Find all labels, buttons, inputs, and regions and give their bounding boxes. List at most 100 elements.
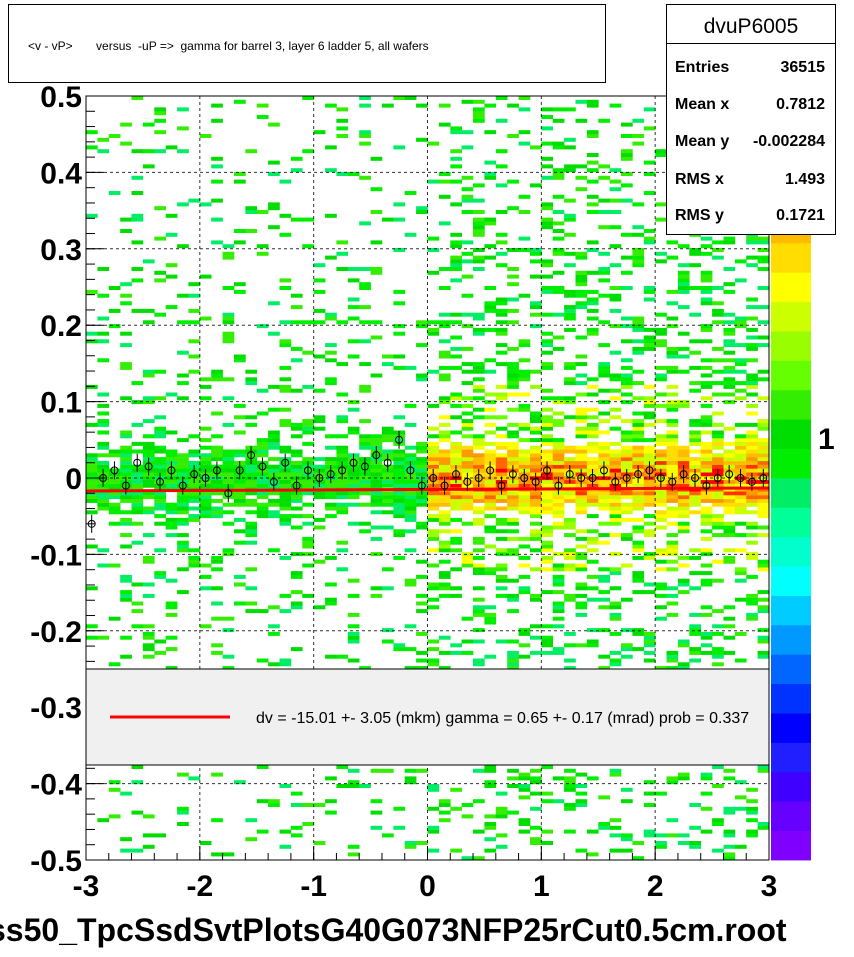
- heatmap-cell: [586, 130, 599, 135]
- heatmap-cell: [677, 666, 690, 671]
- heatmap-cell: [621, 434, 633, 439]
- heatmap-cell: [598, 666, 610, 671]
- profile-point: [429, 474, 438, 482]
- x-tick-label: 1: [533, 870, 550, 903]
- heatmap-cell: [450, 453, 462, 458]
- profile-point: [395, 435, 404, 444]
- heatmap-cell: [370, 434, 383, 439]
- heatmap-cell: [655, 365, 667, 370]
- heatmap-cell: [530, 453, 542, 458]
- heatmap-cell: [712, 411, 724, 416]
- heatmap-cell: [461, 259, 474, 264]
- palette-segment: [771, 389, 811, 420]
- heatmap-cell: [655, 514, 667, 519]
- heatmap-cell: [404, 582, 417, 587]
- heatmap-cell: [165, 263, 178, 268]
- heatmap-cell: [177, 521, 189, 526]
- heatmap-cell: [757, 502, 770, 507]
- heatmap-cell: [336, 419, 349, 424]
- heatmap-cell: [632, 232, 645, 237]
- heatmap-cell: [746, 384, 758, 389]
- heatmap-cell: [643, 339, 656, 344]
- heatmap-cell: [211, 479, 223, 484]
- heatmap-cell: [97, 293, 110, 298]
- heatmap-cell: [586, 464, 599, 469]
- heatmap-cell: [404, 445, 417, 450]
- heatmap-cell: [689, 647, 701, 652]
- heatmap-cell: [518, 392, 531, 397]
- heatmap-cell: [655, 217, 667, 222]
- heatmap-cell: [700, 430, 713, 435]
- heatmap-cell: [359, 305, 371, 310]
- heatmap-cell: [643, 631, 656, 636]
- heatmap-cell: [154, 426, 166, 431]
- heatmap-cell: [689, 498, 701, 503]
- heatmap-cell: [211, 559, 223, 564]
- heatmap-cell: [598, 419, 610, 424]
- heatmap-cell: [438, 377, 451, 382]
- heatmap-cell: [541, 263, 553, 268]
- heatmap-cell: [598, 210, 610, 214]
- heatmap-cell: [416, 377, 428, 382]
- heatmap-cell: [438, 666, 451, 671]
- heatmap-cell: [484, 369, 497, 374]
- heatmap-cell: [757, 286, 770, 290]
- heatmap-cell: [177, 506, 189, 511]
- heatmap-cell: [347, 578, 360, 583]
- heatmap-cell: [336, 483, 349, 488]
- stats-value: 36515: [780, 59, 826, 76]
- heatmap-cell: [165, 449, 178, 454]
- heatmap-cell: [552, 578, 565, 583]
- heatmap-cell: [746, 593, 758, 598]
- heatmap-cell: [313, 841, 326, 845]
- heatmap-cell: [154, 491, 166, 496]
- heatmap-cell: [518, 491, 531, 496]
- heatmap-cell: [666, 552, 679, 557]
- heatmap-cell: [632, 438, 645, 443]
- heatmap-cell: [268, 160, 280, 165]
- heatmap-cell: [177, 548, 189, 553]
- heatmap-cell: [222, 335, 235, 340]
- heatmap-cell: [530, 369, 542, 374]
- heatmap-cell: [177, 498, 189, 503]
- heatmap-cell: [746, 495, 758, 500]
- heatmap-cell: [450, 586, 462, 591]
- heatmap-cell: [734, 806, 747, 811]
- stats-label: Entries: [675, 59, 730, 76]
- heatmap-cell: [757, 597, 770, 602]
- heatmap-cell: [438, 267, 451, 271]
- heatmap-cell: [336, 251, 349, 256]
- heatmap-cell: [290, 426, 303, 431]
- heatmap-cell: [632, 434, 645, 439]
- heatmap-cell: [734, 324, 747, 329]
- heatmap-cell: [131, 810, 144, 815]
- heatmap-cell: [575, 605, 588, 610]
- heatmap-cell: [370, 468, 383, 473]
- heatmap-cell: [154, 506, 166, 511]
- heatmap-cell: [598, 369, 610, 374]
- heatmap-cell: [211, 411, 223, 416]
- heatmap-cell: [575, 270, 588, 275]
- heatmap-cell: [598, 411, 610, 416]
- heatmap-cell: [598, 795, 610, 800]
- heatmap-cell: [700, 251, 713, 256]
- heatmap-cell: [734, 780, 747, 785]
- x-tick-label: -2: [186, 870, 213, 903]
- heatmap-cell: [541, 286, 553, 290]
- heatmap-cell: [518, 403, 531, 408]
- heatmap-cell: [336, 491, 349, 496]
- heatmap-cell: [336, 118, 349, 123]
- heatmap-cell: [131, 479, 144, 484]
- heatmap-cell: [154, 457, 166, 462]
- heatmap-cell: [450, 179, 462, 184]
- heatmap-cell: [211, 567, 223, 572]
- profile-point: [155, 477, 164, 486]
- heatmap-cell: [473, 396, 485, 401]
- heatmap-cell: [564, 365, 576, 370]
- profile-point: [190, 470, 199, 479]
- heatmap-cell: [279, 658, 292, 663]
- heatmap-cell: [700, 324, 713, 329]
- heatmap-cell: [199, 445, 212, 450]
- heatmap-cell: [359, 666, 371, 671]
- heatmap-cell: [427, 449, 440, 454]
